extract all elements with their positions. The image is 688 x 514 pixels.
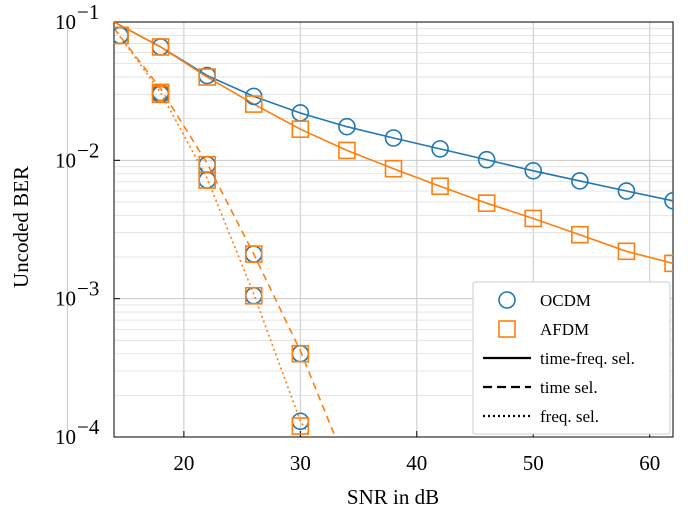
legend-box [472, 281, 671, 435]
afdm-point [198, 171, 216, 189]
ocdm-point [431, 140, 449, 158]
x-axis-title: SNR in dB [347, 485, 439, 509]
afdm-point [291, 344, 310, 363]
afdm-point [617, 242, 636, 261]
legend-marker [498, 291, 516, 309]
y-axis-title: Uncoded BER [9, 166, 33, 288]
series-line [114, 27, 337, 437]
legend-marker [498, 320, 516, 338]
x-tick-label: 60 [639, 451, 660, 475]
y-tick-label: 10 [55, 425, 76, 449]
afdm-point [291, 120, 310, 138]
series-markers [114, 26, 673, 435]
afdm-point [524, 209, 543, 228]
afdm-point [244, 286, 263, 305]
y-tick-label: 10 [55, 287, 76, 311]
legend-label: AFDM [540, 320, 589, 339]
legend: OCDM AFDM time-freq. sel. time sel. freq. se… [472, 281, 671, 435]
legend-label: OCDM [540, 291, 591, 310]
x-tick-label: 40 [406, 451, 427, 475]
plot-frame [113, 21, 674, 438]
afdm-point [431, 177, 449, 196]
y-tick-exponent: −2 [77, 138, 99, 162]
ocdm-point [477, 150, 496, 169]
ocdm-point [664, 191, 673, 210]
legend-label: freq. sel. [540, 407, 599, 426]
afdm-point [477, 194, 496, 212]
series-lines [114, 22, 673, 437]
afdm-point [151, 38, 170, 56]
afdm-point [244, 245, 263, 263]
ocdm-point [617, 182, 636, 200]
afdm-point [338, 141, 356, 160]
afdm-point [151, 85, 170, 104]
afdm-point [384, 159, 403, 178]
afdm-point [664, 254, 673, 273]
ocdm-point [571, 172, 589, 190]
afdm-point [571, 225, 589, 244]
series-line [114, 22, 673, 265]
afdm-point [291, 417, 310, 435]
series-line [114, 27, 312, 437]
series-line [114, 22, 673, 202]
legend-label: time-freq. sel. [540, 349, 635, 368]
ocdm-point [338, 117, 356, 136]
legend-label: time sel. [540, 378, 598, 397]
y-tick-exponent: −3 [77, 277, 99, 301]
ocdm-point [198, 171, 216, 189]
x-tick-label: 50 [523, 451, 544, 475]
x-tick-label: 30 [290, 451, 311, 475]
ocdm-point [384, 129, 403, 147]
y-tick-exponent: −1 [77, 0, 99, 24]
afdm-point [244, 95, 263, 113]
y-tick-label: 10 [55, 148, 76, 172]
y-tick-exponent: −4 [77, 415, 100, 439]
ocdm-point [244, 286, 263, 305]
ocdm-point [524, 162, 543, 180]
x-tick-label: 20 [173, 451, 194, 475]
afdm-point [198, 68, 216, 86]
y-tick-label: 10 [55, 10, 76, 34]
ocdm-point [198, 155, 216, 174]
afdm-point [114, 26, 129, 45]
